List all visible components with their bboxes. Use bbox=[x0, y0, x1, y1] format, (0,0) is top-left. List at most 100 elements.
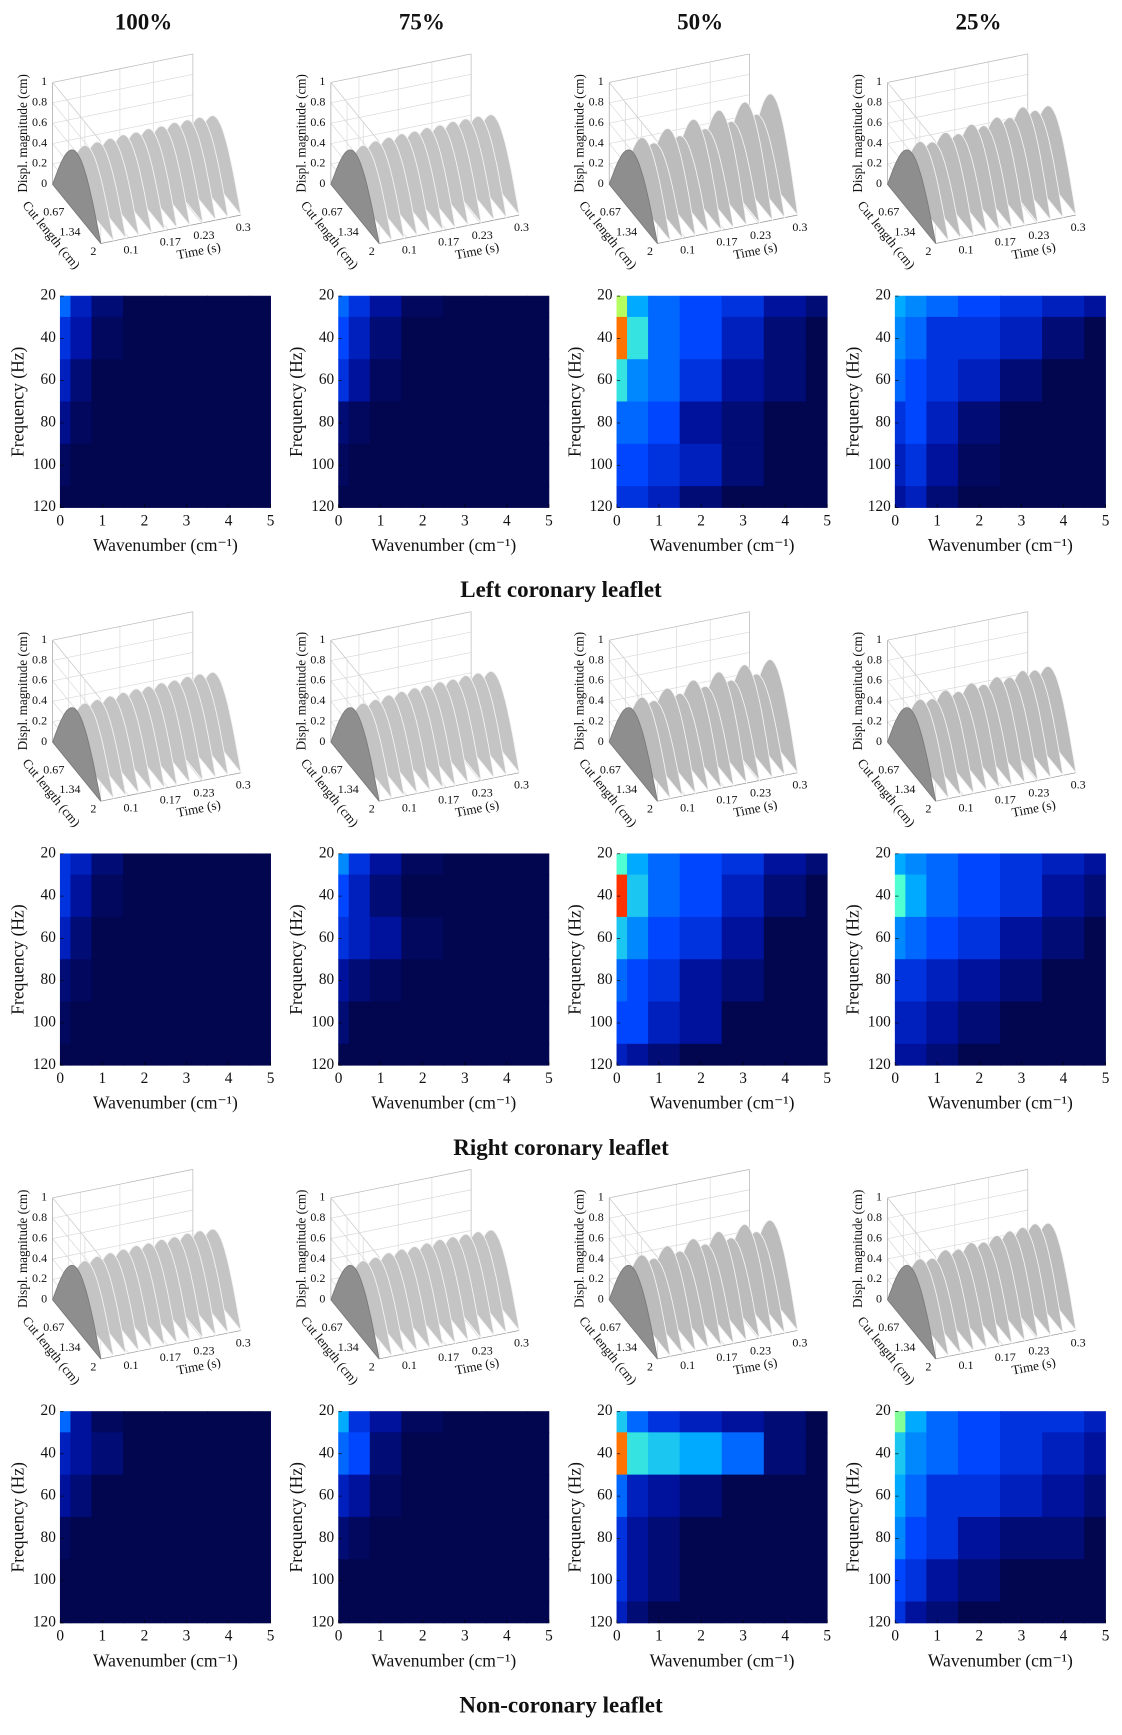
z-tick-label: 0 bbox=[598, 734, 604, 748]
contour-cell bbox=[1084, 853, 1106, 876]
box-edge bbox=[379, 214, 520, 244]
contour-cell bbox=[527, 1043, 550, 1066]
x-tick-label: 1 bbox=[377, 1070, 385, 1087]
contour-cell bbox=[616, 295, 628, 318]
contour-cell bbox=[527, 316, 550, 360]
contour-cell bbox=[70, 1411, 93, 1433]
contour-cell bbox=[926, 401, 959, 445]
y-axis-label: Frequency (Hz) bbox=[286, 1462, 306, 1573]
y-tick-label: 1.34 bbox=[616, 1340, 637, 1354]
box-edge bbox=[100, 214, 242, 244]
contour-cell bbox=[443, 1474, 487, 1518]
contour-cell bbox=[1000, 1001, 1043, 1045]
contour-cell bbox=[485, 443, 529, 487]
contour-cell bbox=[805, 1432, 828, 1476]
contour-cell bbox=[1042, 1474, 1085, 1518]
contour-cell bbox=[338, 1043, 350, 1066]
x-axis-label: Wavenumber (cm⁻¹) bbox=[93, 1650, 238, 1670]
contour-cell bbox=[905, 1043, 928, 1066]
x-tick-label: 1 bbox=[99, 1628, 107, 1645]
contour-cell bbox=[627, 1432, 649, 1476]
contour-cell bbox=[627, 853, 649, 876]
x-tick-label: 0.23 bbox=[472, 228, 493, 242]
y-tick-label: 100 bbox=[868, 1013, 891, 1030]
z-tick-label: 0.8 bbox=[867, 1210, 882, 1224]
contour-cell bbox=[957, 874, 1001, 918]
box-edge bbox=[100, 1330, 242, 1360]
contour-cell bbox=[91, 443, 124, 487]
grid-line bbox=[609, 94, 750, 124]
contour-cell bbox=[485, 874, 529, 918]
y-tick-label: 100 bbox=[589, 1013, 612, 1030]
x-tick-label: 0.3 bbox=[792, 220, 807, 234]
grid-line bbox=[887, 114, 1028, 144]
contour-cell bbox=[763, 1001, 807, 1045]
box-edge bbox=[100, 772, 242, 802]
x-tick-label: 4 bbox=[781, 512, 789, 529]
contour-cell bbox=[679, 959, 723, 1003]
contour-cell bbox=[1084, 1559, 1106, 1603]
contour-cell bbox=[527, 401, 550, 445]
contour-cell bbox=[249, 874, 271, 918]
contour-cell bbox=[648, 359, 681, 403]
contour-cell bbox=[348, 486, 371, 508]
contour-cell bbox=[763, 874, 807, 918]
y-tick-label: 0.67 bbox=[43, 205, 64, 219]
x-tick-label: 1 bbox=[933, 512, 941, 529]
contour-cell bbox=[249, 853, 271, 876]
contour-cell bbox=[207, 443, 250, 487]
contour-cell bbox=[1042, 295, 1085, 318]
z-tick-label: 0.6 bbox=[310, 673, 325, 687]
contour-cell bbox=[926, 1559, 959, 1603]
contour-cell bbox=[1000, 316, 1043, 360]
contour-cell bbox=[721, 1474, 765, 1518]
y-tick-label: 0.67 bbox=[878, 205, 899, 219]
z-tick-label: 0.4 bbox=[589, 1251, 604, 1265]
grid-line bbox=[330, 1209, 472, 1239]
contour-cell bbox=[926, 316, 959, 360]
contour-cell bbox=[348, 1411, 371, 1433]
z-axis-label: Displ. magnitude (cm) bbox=[850, 632, 865, 750]
contour-cell bbox=[905, 1516, 928, 1560]
contour-cell bbox=[894, 1601, 907, 1624]
y-tick-label: 2 bbox=[90, 1359, 96, 1373]
x-axis-label: Wavenumber (cm⁻¹) bbox=[371, 1650, 516, 1670]
z-tick-label: 0.2 bbox=[32, 713, 47, 727]
grid-line bbox=[330, 114, 472, 144]
contour-cell bbox=[679, 1559, 723, 1603]
contour-cell bbox=[91, 959, 124, 1003]
z-tick-label: 0.8 bbox=[32, 1210, 47, 1224]
y-tick-label: 100 bbox=[589, 1571, 612, 1588]
x-tick-label: 1 bbox=[377, 1628, 385, 1645]
z-tick-label: 0.4 bbox=[867, 693, 882, 707]
x-axis-label: Time (s) bbox=[454, 797, 500, 820]
x-tick-label: 1 bbox=[377, 512, 385, 529]
z-axis-label: Displ. magnitude (cm) bbox=[572, 632, 587, 750]
contour-cell bbox=[123, 1001, 166, 1045]
contour-cell bbox=[443, 916, 487, 960]
contour-cell bbox=[957, 916, 1001, 960]
x-axis-label: Time (s) bbox=[175, 1354, 221, 1377]
contour-cell bbox=[721, 443, 765, 487]
contour-cell bbox=[443, 1516, 487, 1560]
contour-cell bbox=[70, 359, 93, 403]
y-tick-label: 2 bbox=[369, 802, 375, 816]
z-tick-label: 0 bbox=[876, 176, 882, 190]
contour-cell bbox=[443, 853, 487, 876]
contour-cell bbox=[59, 1411, 72, 1433]
contour-cell bbox=[957, 1411, 1001, 1433]
y-tick-label: 20 bbox=[319, 1402, 335, 1419]
z-tick-label: 0.2 bbox=[867, 1271, 882, 1285]
contour-cell bbox=[70, 1474, 93, 1518]
contour-cell bbox=[1084, 1411, 1106, 1433]
y-tick-label: 80 bbox=[597, 413, 613, 430]
x-tick-label: 0 bbox=[56, 1628, 64, 1645]
y-tick-label: 120 bbox=[589, 498, 612, 515]
y-tick-label: 120 bbox=[311, 1614, 334, 1631]
contour-cell bbox=[165, 295, 208, 318]
x-tick-label: 0.3 bbox=[236, 1335, 251, 1349]
contour-cell bbox=[91, 486, 124, 508]
contour-cell bbox=[905, 359, 928, 403]
grid-line bbox=[330, 672, 472, 702]
box-edge bbox=[379, 772, 520, 802]
